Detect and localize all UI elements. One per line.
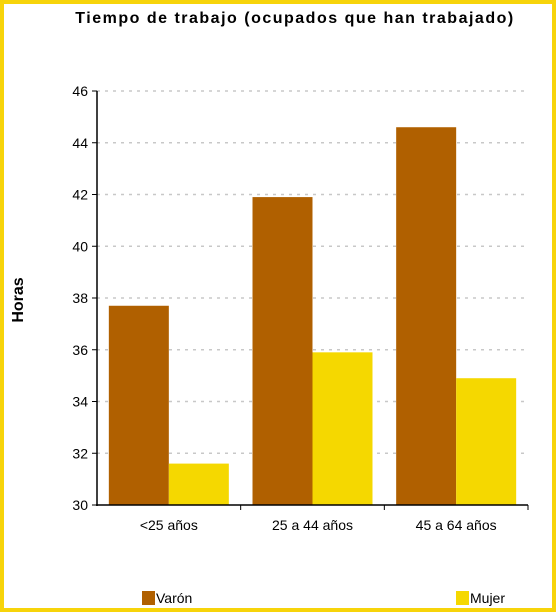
y-axis-label: Horas (10, 277, 27, 323)
bar-varn-1 (108, 305, 169, 505)
y-tick-label: 30 (72, 497, 88, 513)
legend-swatch (456, 591, 469, 605)
x-tick-label: 45 a 64 años (416, 517, 497, 533)
x-tick-label: 25 a 44 años (272, 517, 353, 533)
legend-label: Mujer (470, 590, 505, 606)
y-tick-label: 44 (72, 135, 88, 151)
bar-varn-2 (252, 197, 313, 505)
legend-label: Varón (156, 590, 192, 606)
bar-mujer-2 (312, 352, 373, 505)
y-tick-label: 40 (72, 238, 88, 254)
y-tick-label: 42 (72, 187, 88, 203)
legend: Varón Mujer (142, 590, 505, 606)
bar-varn-3 (396, 127, 457, 505)
bar-mujer-1 (168, 463, 229, 505)
y-tick-label: 32 (72, 445, 88, 461)
y-tick-label: 38 (72, 290, 88, 306)
y-tick-label: 46 (72, 83, 88, 99)
plot-area: 30 32 34 36 38 40 42 44 46 <25 años 25 a 44 años 45… (72, 83, 529, 533)
y-tick-label: 34 (72, 394, 88, 410)
chart-title: Tiempo de trabajo (ocupados que han trab… (75, 10, 515, 27)
y-tick-label: 36 (72, 342, 88, 358)
x-tick-label: <25 años (140, 517, 198, 533)
bar-mujer-3 (456, 378, 517, 505)
legend-swatch (142, 591, 155, 605)
